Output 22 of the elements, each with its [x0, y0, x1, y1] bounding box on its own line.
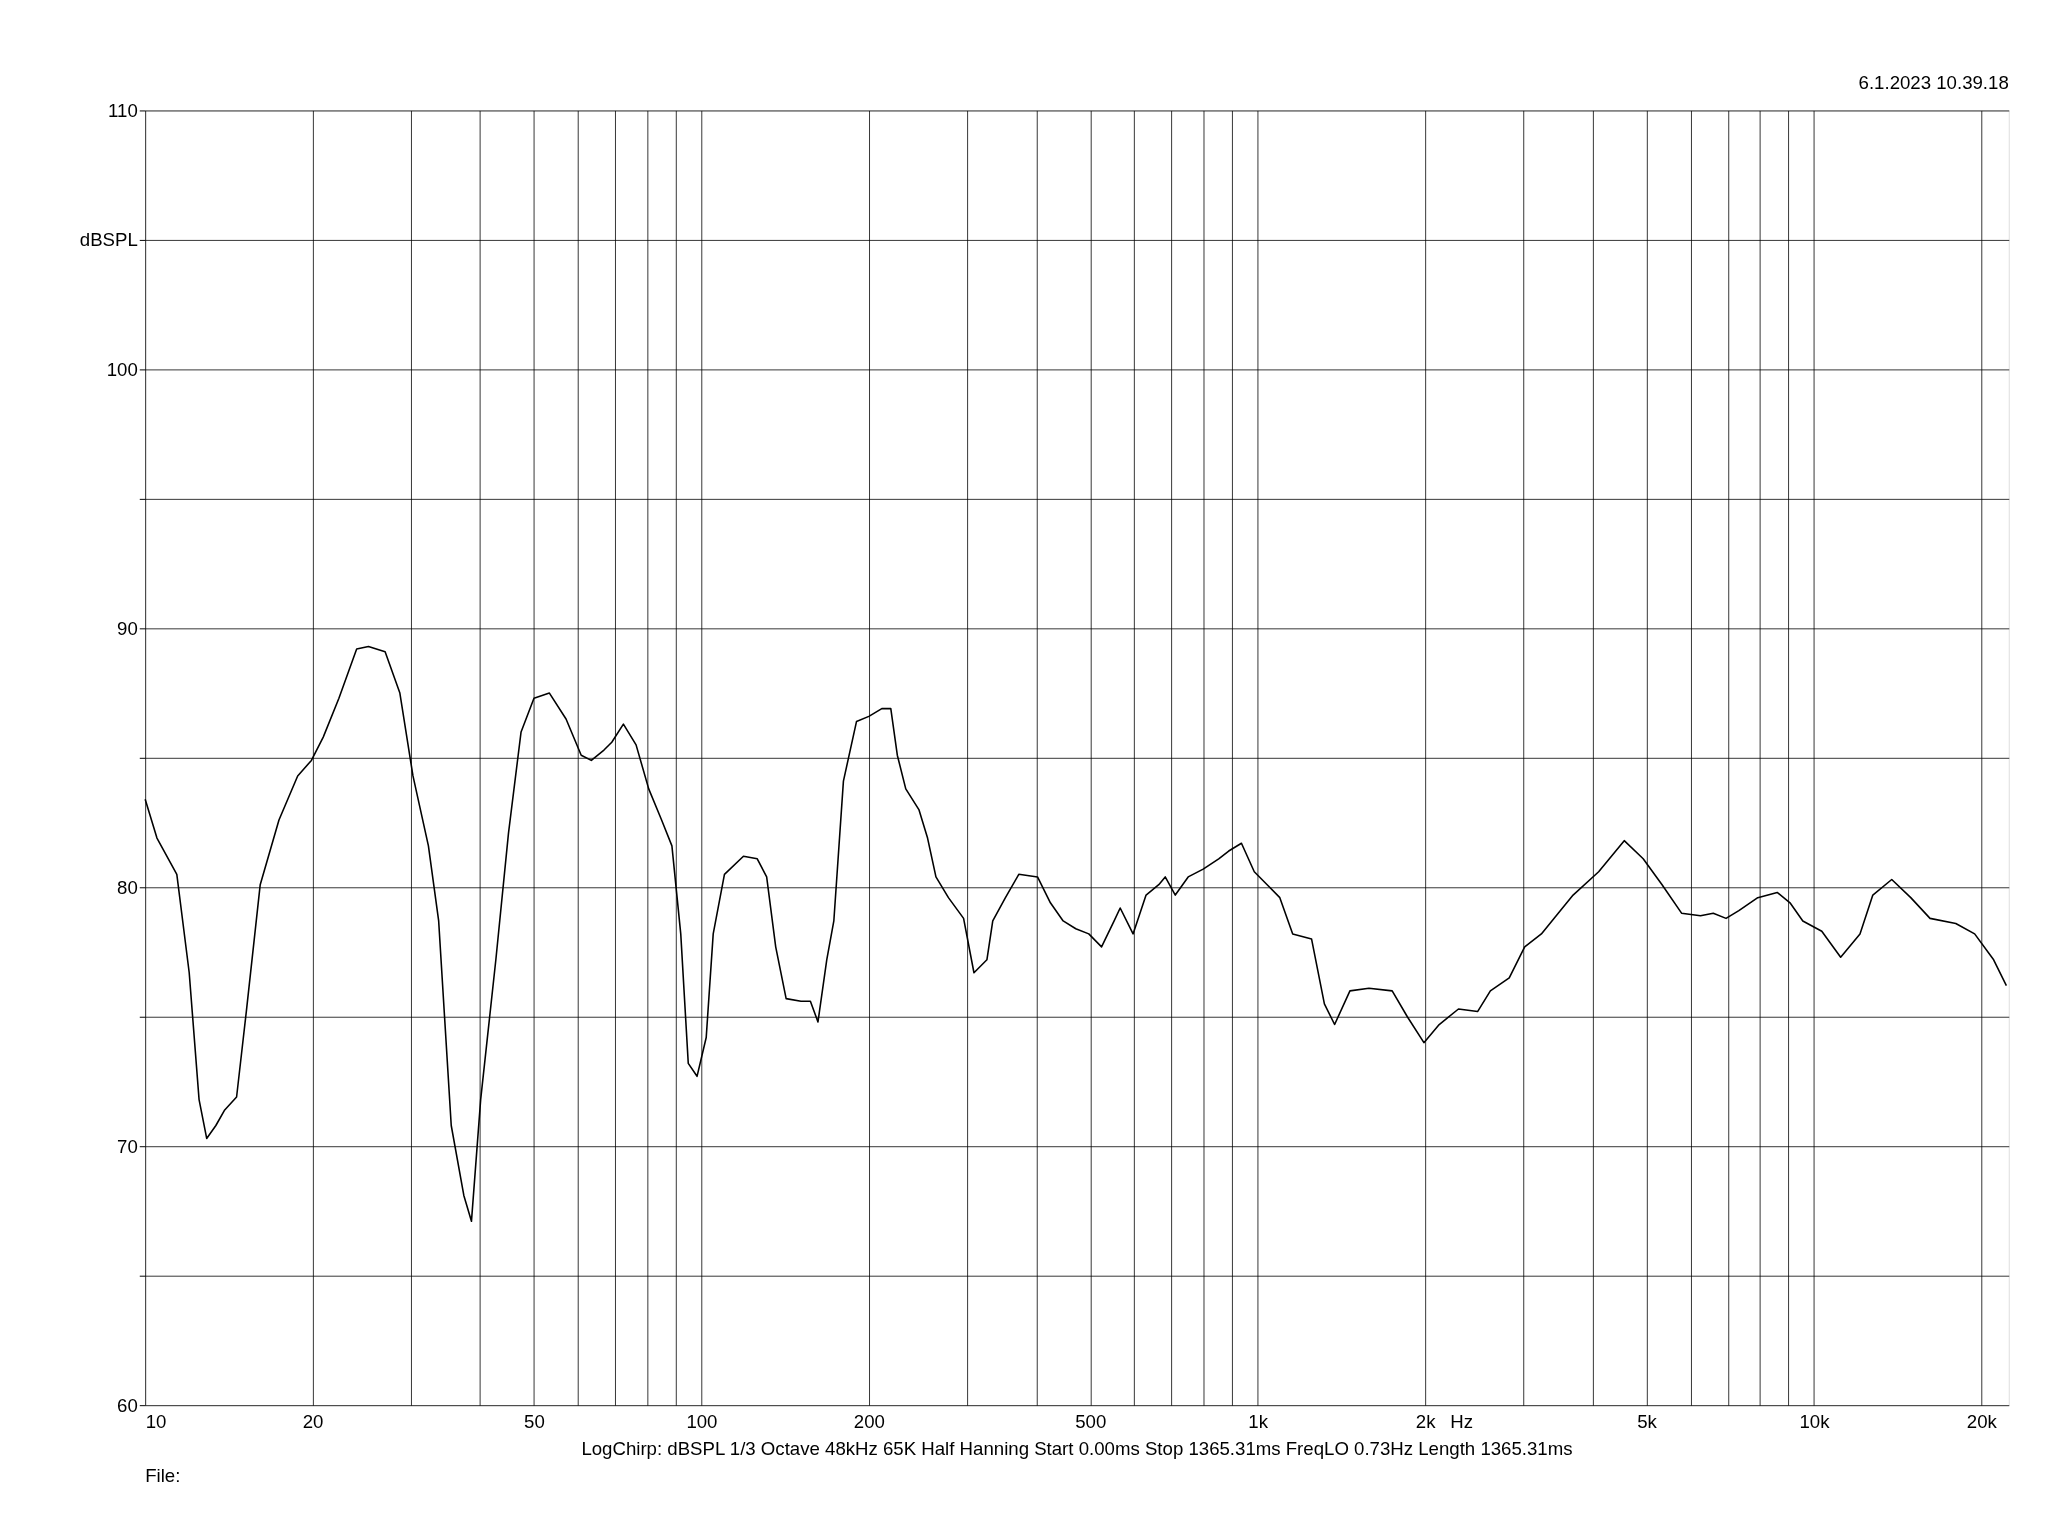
y-tick-label: 60 [117, 1394, 138, 1416]
x-tick-label: 20 [302, 1411, 324, 1433]
x-tick-label: 50 [524, 1411, 545, 1433]
x-tick-label: 10k [1799, 1411, 1831, 1433]
x-tick-label: 20k [1966, 1411, 1998, 1433]
text: File: [145, 1464, 181, 1486]
x-tick-label: 1k [1248, 1411, 1269, 1433]
y-tick-label: 90 [117, 617, 138, 639]
y-tick-label: 70 [117, 1135, 138, 1157]
text: LogChirp: dBSPL 1/3 Octave 48kHz 65K Half Hanning Start 0.00ms Stop 1365.31ms FreqLO 0.73Hz Length 1365.31ms [581, 1438, 1573, 1460]
x-tick-label: 10 [145, 1411, 167, 1433]
x-tick-label: 100 [686, 1411, 718, 1433]
x-axis-title: Hz [1450, 1411, 1473, 1433]
text: 6.1.2023 10.39.18 [1858, 71, 2009, 93]
y-tick-label: 100 [106, 358, 138, 380]
y-tick-label: 80 [117, 876, 138, 898]
x-tick-label: 200 [853, 1411, 885, 1433]
x-tick-label: 500 [1075, 1411, 1107, 1433]
x-tick-label: 5k [1637, 1411, 1658, 1433]
y-tick-label: 110 [108, 99, 138, 121]
y-axis-title: dBSPL [79, 229, 138, 251]
x-tick-label: 2k [1415, 1411, 1437, 1433]
